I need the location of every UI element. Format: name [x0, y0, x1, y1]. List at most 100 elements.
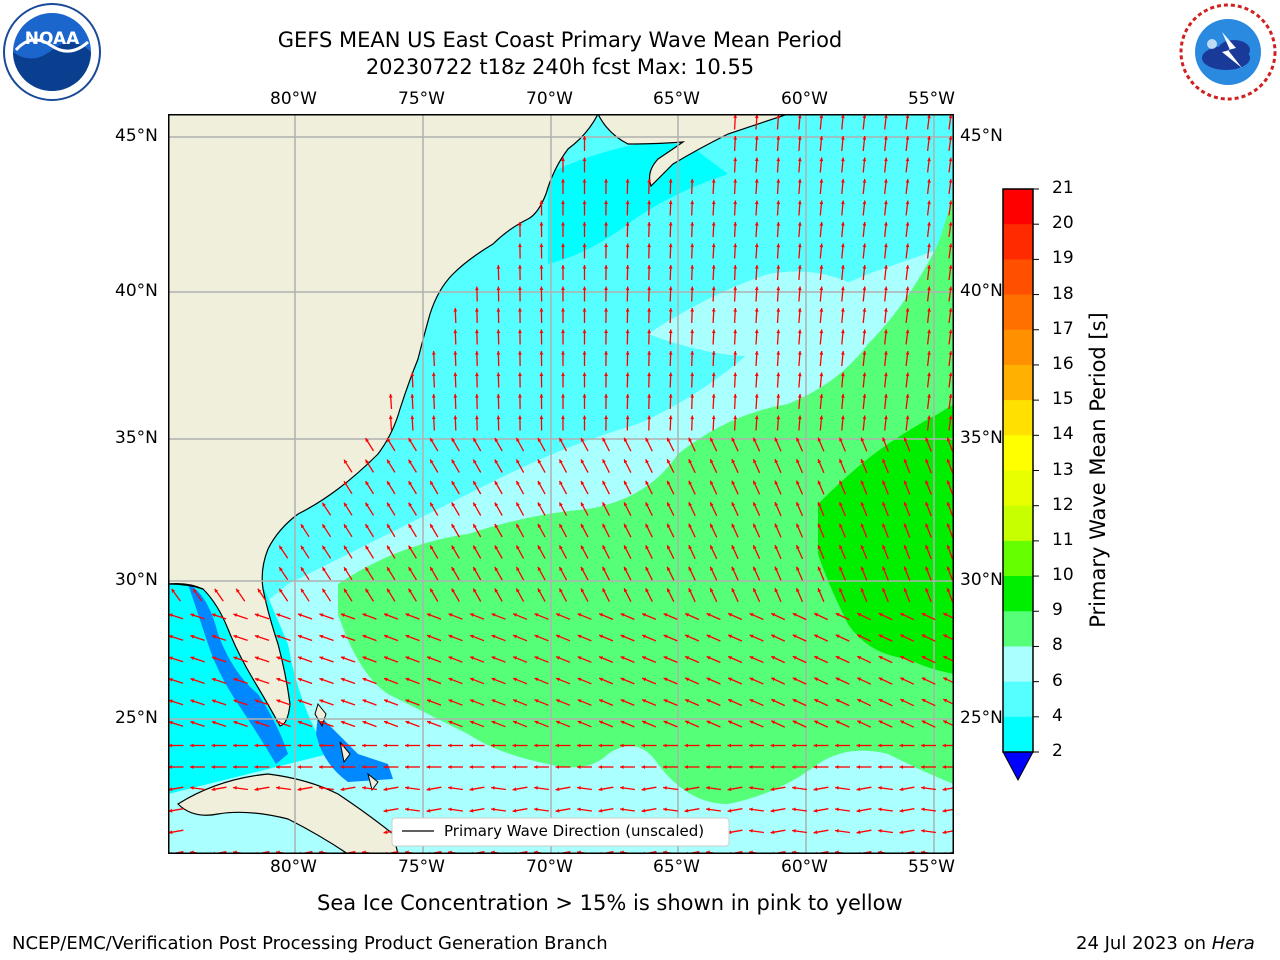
wave-direction-arrowhead: [733, 351, 738, 355]
wave-direction-arrowhead: [690, 200, 695, 205]
wave-direction-arrowhead: [749, 634, 754, 639]
wave-direction-arrowhead: [408, 545, 413, 550]
wave-direction-arrowhead: [534, 634, 539, 639]
wave-direction-arrowhead: [297, 677, 302, 682]
wave-direction-arrowhead: [749, 765, 753, 769]
wave-direction-arrowhead: [770, 787, 775, 792]
wave-direction-arrowhead: [387, 459, 391, 464]
wave-direction-arrowhead: [620, 743, 624, 748]
wave-direction-arrowhead: [604, 415, 608, 419]
wave-direction-arrowhead: [688, 566, 692, 571]
wave-direction-arrowhead: [405, 786, 409, 790]
florida-coastline: [168, 583, 204, 590]
wave-direction-arrowhead: [754, 329, 759, 334]
wave-direction-arrowhead: [900, 613, 905, 617]
wave-direction-arrowhead: [663, 743, 667, 748]
wave-direction-arrowhead: [410, 372, 415, 377]
lon-label-bottom-55w: 55°W: [908, 857, 955, 877]
wave-direction-arrowhead: [539, 394, 544, 398]
wave-direction-arrowhead: [882, 502, 886, 506]
wave-direction-arrowhead: [642, 634, 647, 639]
wave-direction-arrowhead: [448, 720, 453, 725]
wave-direction-arrowhead: [749, 699, 754, 703]
wave-direction-arrowhead: [882, 523, 886, 528]
wave-direction-arrowhead: [905, 265, 910, 269]
colorbar-tick-label: 9: [1052, 600, 1063, 621]
wave-direction-arrowhead: [625, 286, 630, 291]
wave-direction-arrowhead: [340, 634, 345, 639]
wave-direction-arrowhead: [577, 634, 582, 639]
plot-title-line2: 20230722 t18z 240h fcst Max: 10.55: [365, 55, 755, 79]
wave-direction-arrowhead: [733, 136, 738, 140]
wave-direction-arrowhead: [776, 222, 781, 226]
wave-direction-arrowhead: [427, 699, 431, 703]
wave-direction-arrowhead: [647, 394, 651, 398]
wave-direction-arrowhead: [513, 634, 517, 639]
wave-direction-arrowhead: [835, 613, 840, 617]
wave-direction-arrowhead: [817, 502, 822, 507]
wave-direction-arrowhead: [276, 634, 281, 639]
wave-direction-arrowhead: [774, 480, 779, 485]
wave-direction-arrowhead: [582, 308, 587, 312]
wave-direction-arrowhead: [878, 656, 883, 660]
wave-direction-arrowhead: [319, 677, 324, 682]
wave-direction-arrowhead: [814, 656, 819, 660]
wave-direction-arrowhead: [365, 459, 369, 464]
wave-direction-arrowhead: [539, 329, 544, 333]
wave-direction-arrowhead: [905, 179, 910, 183]
wave-direction-arrowhead: [559, 502, 563, 507]
wave-direction-arrowhead: [233, 743, 237, 748]
wave-direction-arrowhead: [797, 394, 802, 398]
wave-direction-arrowhead: [753, 566, 757, 571]
wave-direction-arrowhead: [602, 545, 606, 550]
wave-direction-arrowhead: [276, 720, 281, 725]
wave-direction-arrowhead: [667, 588, 671, 593]
wave-direction-arrowhead: [300, 545, 305, 550]
colorbar-tick-label: 12: [1052, 494, 1074, 515]
wave-direction-arrowhead: [710, 588, 714, 593]
wave-direction-arrowhead: [792, 829, 796, 833]
wave-direction-arrowhead: [451, 545, 456, 550]
wave-direction-arrowhead: [905, 308, 910, 312]
wave-direction-arrowhead: [322, 502, 326, 507]
wave-direction-arrowhead: [899, 830, 904, 835]
wave-direction-arrowhead: [884, 308, 888, 312]
wave-direction-arrowhead: [513, 613, 517, 617]
lat-label-right-40n: 40°N: [960, 281, 1003, 301]
wave-direction-arrowhead: [797, 286, 802, 291]
wave-direction-arrowhead: [475, 329, 479, 334]
wave-direction-arrowhead: [431, 372, 436, 377]
wave-direction-arrowhead: [814, 677, 819, 682]
wave-direction-arrowhead: [647, 372, 651, 377]
wave-direction-arrowhead: [624, 566, 628, 571]
wave-direction-arrowhead: [470, 677, 474, 682]
wave-direction-arrowhead: [473, 567, 477, 571]
wave-direction-arrowhead: [276, 743, 280, 748]
wave-direction-arrowhead: [319, 656, 324, 660]
wave-direction-arrowhead: [731, 545, 736, 550]
wave-direction-arrowhead: [580, 437, 585, 442]
wave-direction-arrowhead: [792, 720, 797, 725]
wave-direction-arrowhead: [645, 523, 649, 528]
wave-direction-arrowhead: [340, 743, 344, 748]
wave-direction-arrowhead: [733, 200, 738, 205]
wave-direction-arrowhead: [430, 481, 434, 485]
wave-direction-arrowhead: [582, 222, 587, 226]
wave-direction-arrowhead: [727, 808, 732, 813]
wave-direction-arrowhead: [496, 286, 501, 291]
wave-direction-arrowhead: [491, 634, 496, 639]
wave-direction-arrowhead: [559, 545, 563, 550]
wave-direction-arrowhead: [667, 480, 671, 485]
wave-direction-arrowhead: [835, 699, 840, 703]
wave-direction-arrowhead: [496, 265, 501, 269]
wave-direction-arrowhead: [211, 656, 216, 661]
wave-direction-arrowhead: [899, 808, 904, 813]
wave-direction-arrowhead: [190, 720, 195, 725]
wave-direction-arrowhead: [561, 286, 565, 290]
wave-direction-arrowhead: [711, 394, 716, 398]
wave-direction-arrowhead: [903, 566, 908, 571]
wave-direction-arrowhead: [297, 743, 301, 748]
wave-direction-arrowhead: [754, 265, 759, 269]
colorbar-tick-label: 14: [1052, 424, 1074, 445]
wave-direction-arrowhead: [405, 699, 410, 703]
